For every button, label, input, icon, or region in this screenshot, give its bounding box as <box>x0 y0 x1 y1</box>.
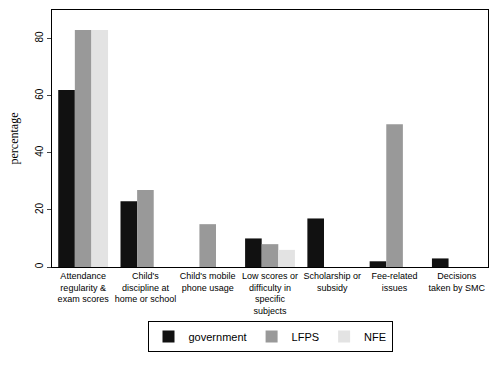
svg-text:Scholarship orsubsidy: Scholarship orsubsidy <box>304 271 362 293</box>
svg-text:Fee-relatedissues: Fee-relatedissues <box>372 271 418 293</box>
svg-text:60: 60 <box>34 88 45 100</box>
svg-text:Child'sdiscipline athome or sc: Child'sdiscipline athome or school <box>115 271 177 304</box>
svg-text:government: government <box>189 331 247 343</box>
svg-text:40: 40 <box>34 145 45 157</box>
svg-text:Low scores ordifficulty inspec: Low scores ordifficulty inspecificsubjec… <box>242 271 298 316</box>
svg-text:Decisionstaken by SMC: Decisionstaken by SMC <box>429 271 486 293</box>
svg-text:80: 80 <box>34 31 45 43</box>
svg-text:Child's mobilephone usage: Child's mobilephone usage <box>180 271 236 293</box>
svg-text:NFE: NFE <box>364 331 386 343</box>
svg-text:percentage: percentage <box>7 113 21 165</box>
svg-text:Attendanceregularity &exam sco: Attendanceregularity &exam scores <box>58 271 110 304</box>
svg-text:LFPS: LFPS <box>292 331 320 343</box>
svg-text:0: 0 <box>34 262 45 268</box>
svg-text:20: 20 <box>34 202 45 214</box>
